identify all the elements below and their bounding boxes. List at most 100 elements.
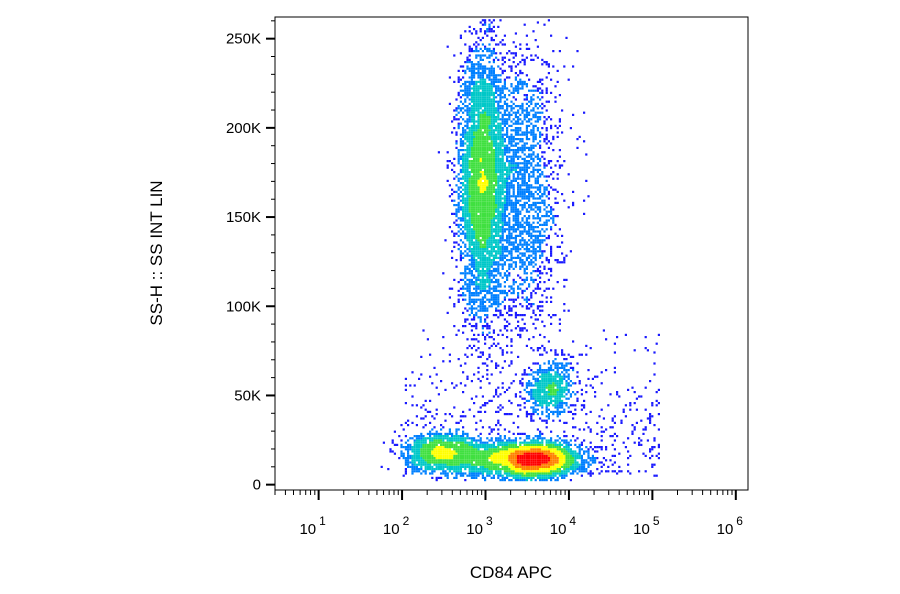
event-point <box>490 107 493 110</box>
event-point <box>519 78 522 81</box>
event-point <box>508 234 511 237</box>
event-point <box>473 228 476 231</box>
event-point <box>510 210 513 213</box>
event-point <box>514 223 517 226</box>
event-point <box>508 151 511 154</box>
event-point <box>468 289 471 292</box>
event-point <box>462 160 465 163</box>
event-point <box>488 327 491 330</box>
event-point <box>479 206 482 209</box>
event-point <box>514 463 517 466</box>
event-point <box>565 441 568 444</box>
event-point <box>477 316 480 319</box>
event-point <box>528 228 531 231</box>
event-point <box>415 448 418 451</box>
event-point <box>440 468 443 471</box>
event-point <box>453 476 456 479</box>
event-point <box>479 463 482 466</box>
event-point <box>492 476 495 479</box>
event-point <box>495 309 498 312</box>
event-point <box>499 256 502 259</box>
event-point <box>545 76 548 79</box>
event-point <box>541 448 544 451</box>
event-point <box>519 83 522 86</box>
event-point <box>466 168 469 171</box>
event-point <box>475 182 478 185</box>
event-point <box>554 188 557 191</box>
event-point <box>501 201 504 204</box>
event-point <box>464 105 467 108</box>
event-point <box>475 457 478 460</box>
event-point <box>470 160 473 163</box>
event-point <box>541 111 544 114</box>
event-point <box>475 100 478 103</box>
event-point <box>470 80 473 83</box>
event-point <box>444 437 447 440</box>
event-point <box>510 157 513 160</box>
event-point <box>470 234 473 237</box>
event-point <box>497 300 500 303</box>
event-point <box>490 36 493 39</box>
event-point <box>468 450 471 453</box>
event-point <box>552 454 555 457</box>
event-point <box>534 113 537 116</box>
event-point <box>497 190 500 193</box>
event-point <box>473 124 476 127</box>
event-point <box>506 463 509 466</box>
event-point <box>510 344 513 347</box>
event-point <box>481 450 484 453</box>
event-point <box>528 166 531 169</box>
event-point <box>475 131 478 134</box>
event-point <box>420 463 423 466</box>
event-point <box>462 285 465 288</box>
event-point <box>521 454 524 457</box>
event-point <box>545 272 548 275</box>
event-point <box>508 263 511 266</box>
event-point <box>481 23 484 26</box>
event-point <box>475 129 478 132</box>
event-point <box>420 443 423 446</box>
event-point <box>530 184 533 187</box>
event-point <box>510 454 513 457</box>
event-point <box>418 461 421 464</box>
event-point <box>462 171 465 174</box>
event-point <box>543 470 546 473</box>
event-point <box>462 292 465 295</box>
event-point <box>497 107 500 110</box>
event-point <box>545 393 548 396</box>
event-point <box>497 124 500 127</box>
event-point <box>536 250 539 253</box>
event-point <box>488 283 491 286</box>
event-point <box>519 166 522 169</box>
event-point <box>484 138 487 141</box>
event-point <box>468 87 471 90</box>
event-point <box>464 162 467 165</box>
event-point <box>473 177 476 180</box>
event-point <box>539 270 542 273</box>
event-point <box>459 454 462 457</box>
event-point <box>453 468 456 471</box>
event-point <box>521 184 524 187</box>
event-point <box>468 149 471 152</box>
event-point <box>530 450 533 453</box>
event-point <box>503 281 506 284</box>
event-point <box>519 457 522 460</box>
event-point <box>400 454 403 457</box>
event-point <box>514 316 517 319</box>
event-point <box>486 278 489 281</box>
event-point <box>468 344 471 347</box>
event-point <box>545 91 548 94</box>
event-point <box>479 318 482 321</box>
event-point <box>424 463 427 466</box>
event-point <box>536 217 539 220</box>
event-point <box>499 239 502 242</box>
event-point <box>481 91 484 94</box>
event-point <box>561 261 564 264</box>
event-point <box>490 294 493 297</box>
event-point <box>506 118 509 121</box>
event-point <box>453 439 456 442</box>
event-point <box>563 278 566 281</box>
event-point <box>499 164 502 167</box>
event-point <box>503 83 506 86</box>
event-point <box>488 149 491 152</box>
